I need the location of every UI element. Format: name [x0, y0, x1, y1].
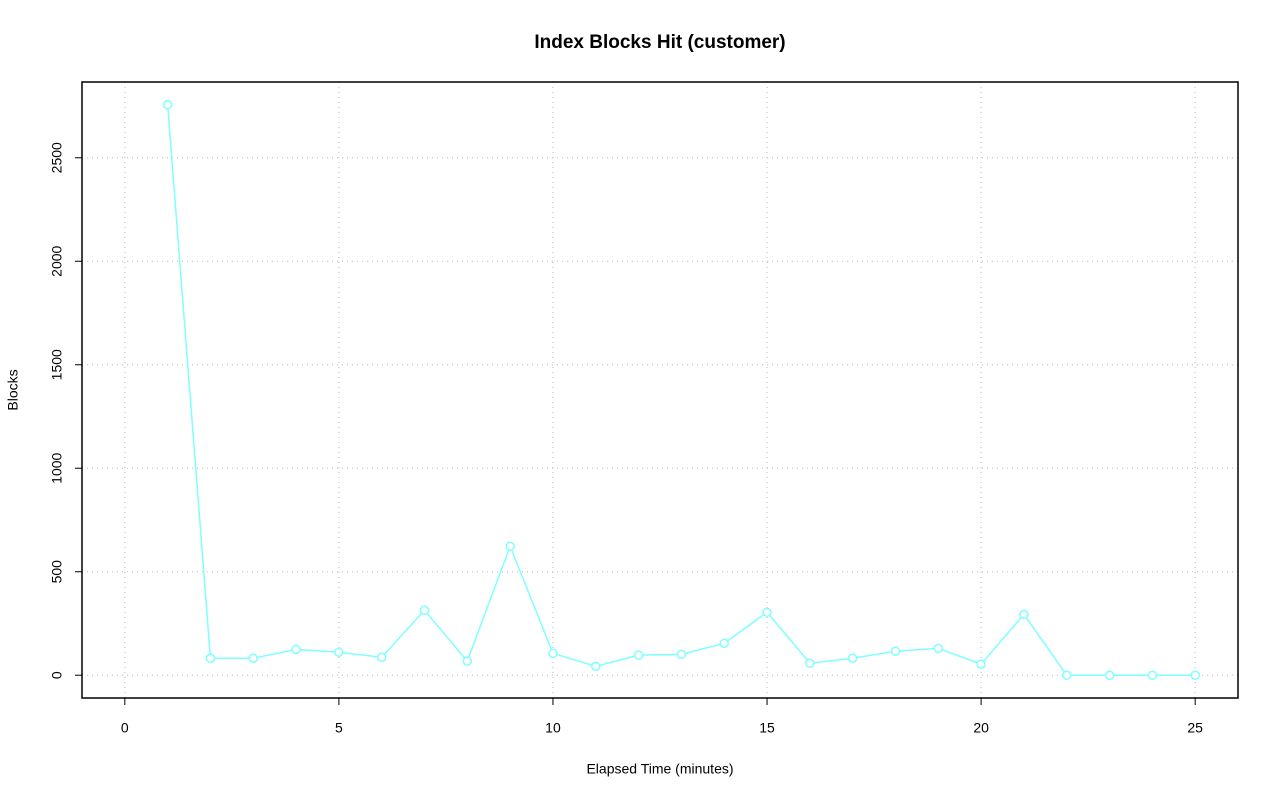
data-point	[1104, 670, 1115, 680]
x-tick-label: 15	[759, 720, 775, 736]
data-point	[633, 650, 644, 660]
y-tick-label: 2000	[49, 245, 65, 276]
data-point	[462, 656, 473, 666]
data-point	[1061, 670, 1072, 680]
x-tick-label: 0	[121, 720, 129, 736]
data-point	[291, 644, 301, 655]
y-tick-label: 1000	[49, 452, 65, 483]
data-point	[248, 653, 259, 664]
data-point	[376, 652, 387, 662]
data-point	[847, 653, 858, 664]
data-point	[719, 638, 729, 649]
y-tick-label: 500	[49, 560, 65, 584]
x-tick-label: 25	[1187, 720, 1203, 736]
data-point	[933, 643, 944, 654]
data-point	[591, 661, 601, 672]
data-point	[505, 541, 515, 552]
x-tick-label: 5	[335, 720, 343, 736]
y-tick-label: 1500	[49, 349, 65, 380]
data-point	[676, 649, 687, 660]
y-tick-label: 2500	[49, 142, 65, 173]
y-tick-label: 0	[49, 671, 65, 679]
data-point	[548, 648, 558, 659]
data-line	[166, 104, 1196, 676]
x-axis-label: Elapsed Time (minutes)	[586, 761, 733, 777]
data-point	[1019, 609, 1029, 620]
data-point	[162, 100, 173, 110]
data-point	[890, 646, 901, 656]
data-point	[976, 659, 986, 670]
y-axis-label: Blocks	[5, 369, 21, 410]
data-point	[419, 605, 430, 615]
x-tick-label: 20	[973, 720, 989, 736]
plot-frame	[81, 81, 1239, 699]
data-point	[334, 647, 344, 658]
data-point	[762, 607, 772, 618]
x-tick-label: 10	[545, 720, 561, 736]
chart-title: Index Blocks Hit (customer)	[534, 32, 785, 53]
data-point	[1147, 670, 1158, 680]
data-point	[805, 658, 815, 668]
data-point	[205, 653, 216, 664]
data-point	[1190, 670, 1200, 680]
